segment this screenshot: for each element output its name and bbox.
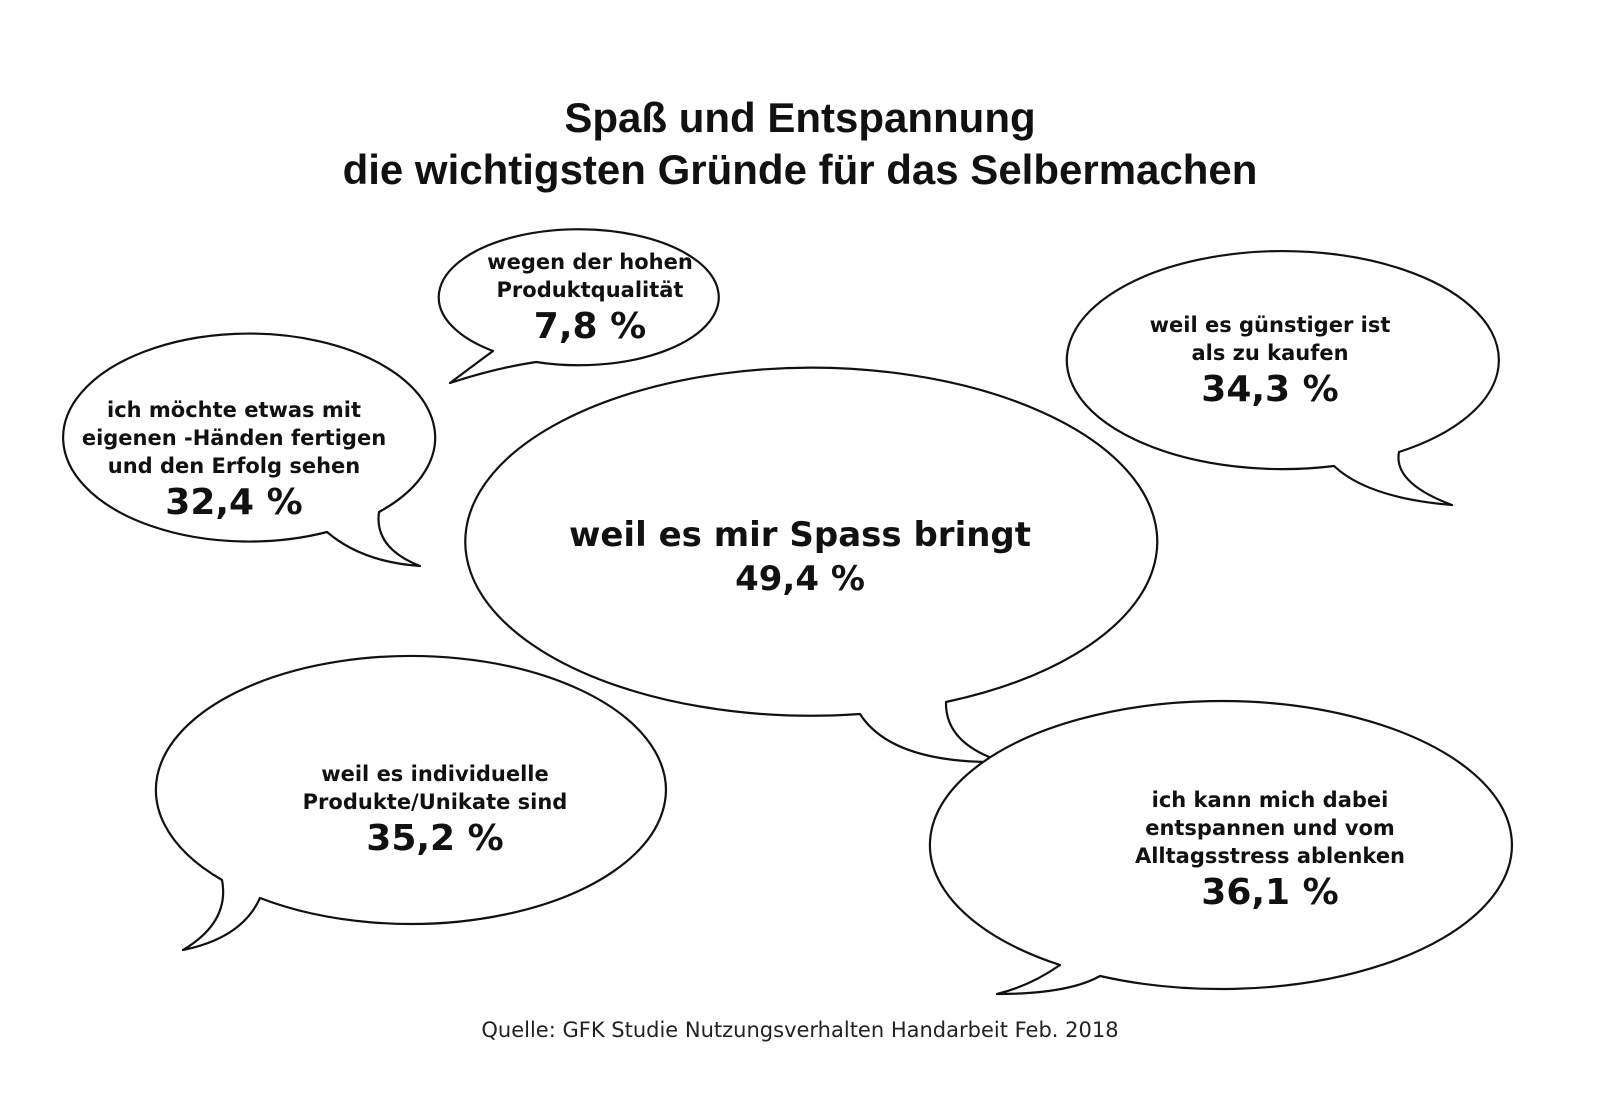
bubble-own-hands [62, 332, 437, 568]
bubble-quality [437, 228, 720, 385]
bubble-unique-text: weil es individuelle Produkte/Unikate si… [270, 760, 600, 862]
bubble-own-hands-label: ich möchte etwas mit eigenen -Händen fer… [81, 398, 387, 478]
bubble-fun [464, 366, 1159, 764]
bubble-own-hands-value: 32,4 % [165, 482, 303, 523]
bubble-relax [928, 699, 1514, 996]
bubble-cheaper-value: 34,3 % [1201, 369, 1339, 410]
bubble-fun-text: weil es mir Spass bringt 49,4 % [530, 513, 1070, 601]
bubble-fun-value: 49,4 % [735, 559, 865, 599]
bubble-relax-label: ich kann mich dabei entspannen und vom A… [1134, 788, 1406, 868]
page-title-line-2: die wichtigsten Gründe für das Selbermac… [342, 146, 1258, 193]
page-title-line-1: Spaß und Entspannung [564, 94, 1036, 141]
bubble-cheaper [1065, 250, 1500, 507]
bubble-cheaper-label: weil es günstiger ist als zu kaufen [1149, 313, 1391, 365]
bubble-unique-value: 35,2 % [366, 818, 504, 859]
bubble-unique [154, 654, 667, 952]
bubble-quality-label: wegen der hohen Produktqualität [487, 250, 693, 302]
bubble-fun-label: weil es mir Spass bringt [568, 515, 1032, 555]
bubble-quality-value: 7,8 % [533, 306, 647, 347]
bubble-unique-label: weil es individuelle Produkte/Unikate si… [302, 762, 568, 814]
bubble-relax-value: 36,1 % [1201, 872, 1339, 913]
source-note: Quelle: GFK Studie Nutzungsverhalten Han… [481, 1018, 1119, 1042]
bubble-quality-text: wegen der hohen Produktqualität 7,8 % [430, 248, 750, 350]
bubble-own-hands-text: ich möchte etwas mit eigenen -Händen fer… [64, 396, 404, 526]
bubble-relax-text: ich kann mich dabei entspannen und vom A… [1080, 786, 1460, 916]
bubble-cheaper-text: weil es günstiger ist als zu kaufen 34,3… [1105, 311, 1435, 413]
